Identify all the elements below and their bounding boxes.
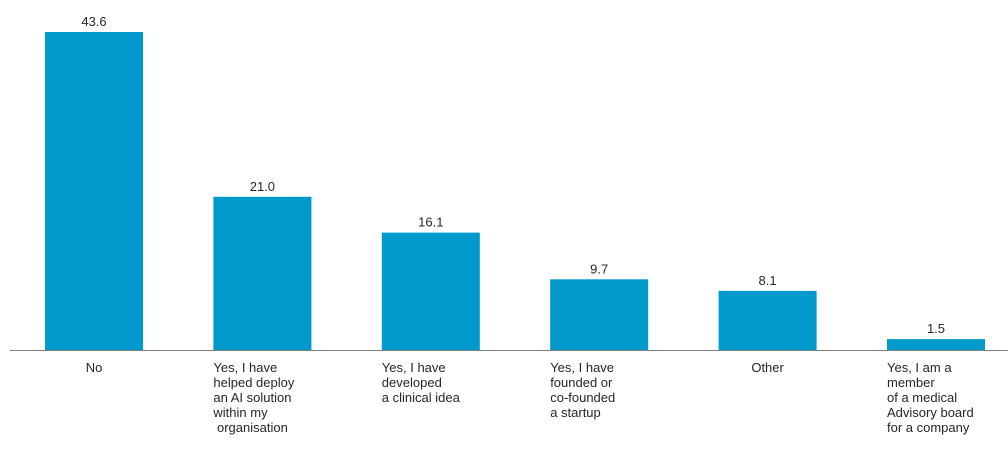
category-label-line: co-founded [550, 390, 615, 405]
bar-2 [381, 232, 480, 350]
category-label-line: an AI solution [213, 390, 291, 405]
bar-1 [213, 196, 312, 350]
category-label-line: developed [382, 375, 442, 390]
category-label-4: Other [751, 360, 784, 375]
category-label-line: No [86, 360, 103, 375]
category-label-line: helped deploy [213, 375, 294, 390]
category-label-1: Yes, I have helped deploy an AI solution wi… [212, 360, 294, 435]
category-label-line: Yes, I am a [887, 360, 952, 375]
category-label-2: Yes, I have developed a clinical idea [382, 360, 461, 405]
bar-value-label-3: 9.7 [590, 261, 608, 276]
category-label-0: No [86, 360, 103, 375]
bar-value-label-5: 1.5 [927, 321, 945, 336]
bar-5 [887, 339, 985, 350]
bar-value-label-2: 16.1 [418, 215, 443, 230]
category-label-line: Advisory board [887, 405, 974, 420]
bar-3 [550, 279, 649, 350]
bar-value-label-1: 21.0 [250, 179, 275, 194]
category-label-line: Yes, I have [213, 360, 277, 375]
category-label-5: Yes, I am a member of a medical Advisory bo… [887, 360, 974, 435]
category-label-line: of a medical [887, 390, 957, 405]
category-label-line: Yes, I have [550, 360, 614, 375]
category-label-3: Yes, I have founded or co-founded a startup [550, 360, 615, 420]
bar-0 [45, 32, 143, 350]
category-label-line: founded or [550, 375, 613, 390]
value-labels-group: 43.6 21.0 16.1 9.7 8.1 1.5 [81, 14, 945, 336]
bar-value-label-4: 8.1 [759, 273, 777, 288]
category-label-line: organisation [213, 420, 287, 435]
bar-value-label-0: 43.6 [81, 14, 106, 29]
category-label-line: Yes, I have [382, 360, 446, 375]
category-label-line: for a company [887, 420, 970, 435]
category-label-line: Other [751, 360, 784, 375]
category-label-line: a startup [550, 405, 601, 420]
bar-4 [718, 290, 817, 350]
category-label-line: a clinical idea [382, 390, 461, 405]
category-label-line: member [887, 375, 935, 390]
category-label-line: within my [212, 405, 268, 420]
bars-group [45, 32, 985, 350]
category-labels-group: No Yes, I have helped deploy an AI solution… [86, 360, 974, 435]
